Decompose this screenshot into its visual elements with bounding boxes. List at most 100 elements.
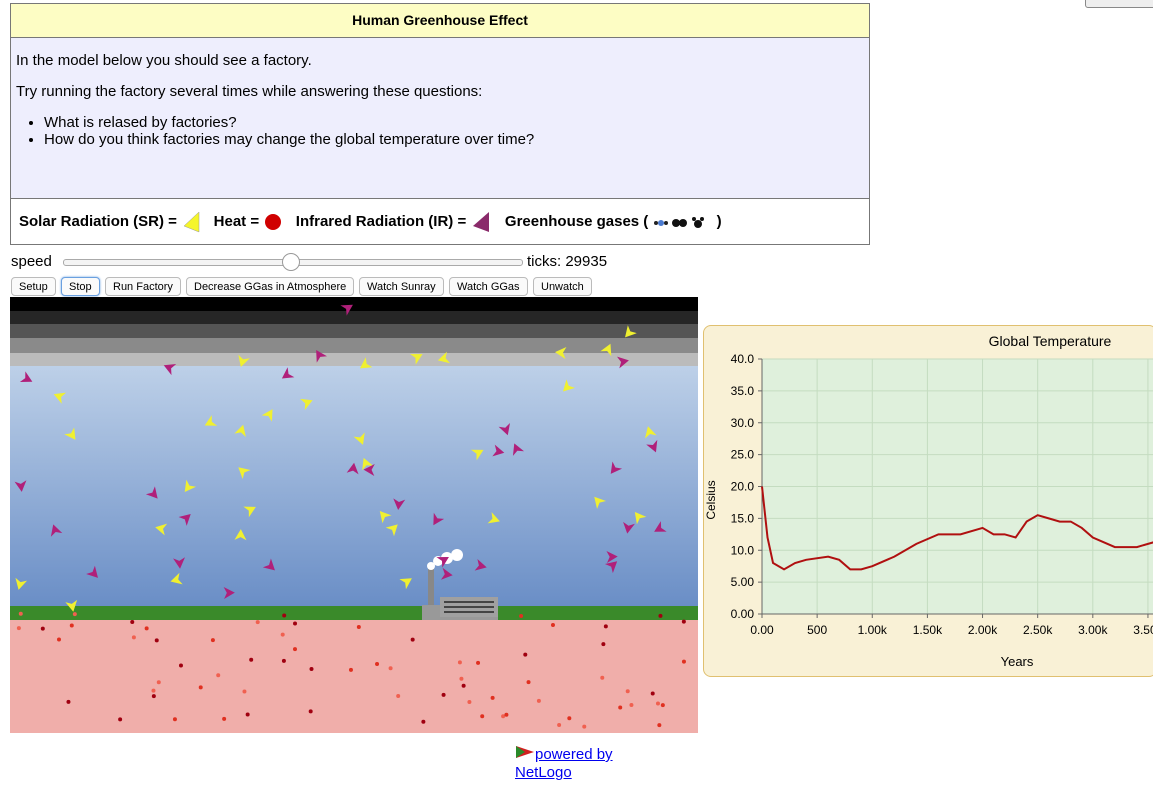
- x-tick-label: 2.50k: [1023, 623, 1053, 637]
- plot-title: Global Temperature: [989, 333, 1112, 349]
- heat: [658, 613, 663, 618]
- heat: [375, 661, 380, 666]
- heat: [457, 660, 462, 665]
- sunray: [554, 347, 567, 360]
- infrared: [606, 551, 618, 564]
- y-tick-label: 15.0: [731, 511, 755, 525]
- y-axis-label: Celsius: [705, 480, 718, 519]
- heat: [603, 624, 608, 629]
- infrared: [50, 524, 63, 537]
- infrared: [646, 439, 658, 453]
- button[interactable]: Unwatch: [533, 277, 592, 296]
- y-tick-label: 20.0: [731, 480, 755, 494]
- heat: [151, 688, 156, 693]
- infrared: [512, 443, 525, 456]
- button[interactable]: Run Factory: [105, 277, 181, 296]
- sunray: [184, 479, 197, 493]
- heat: [601, 642, 606, 647]
- sunray: [53, 392, 67, 404]
- heat: [118, 717, 123, 722]
- sunray: [634, 511, 647, 525]
- legend-label: Solar Radiation (SR) =: [19, 213, 177, 231]
- sunray: [437, 351, 451, 364]
- heat: [144, 626, 149, 631]
- infrared: [163, 364, 177, 376]
- heat: [131, 635, 136, 640]
- heat: [40, 626, 45, 631]
- y-tick-label: 5.00: [731, 575, 755, 589]
- x-tick-label: 1.50k: [913, 623, 943, 637]
- paragraph: In the model below you should see a fact…: [16, 52, 312, 69]
- button[interactable]: Setup: [11, 277, 56, 296]
- world-view: [10, 297, 698, 733]
- sunray: [594, 496, 607, 509]
- sunray: [359, 357, 373, 369]
- legend-label: Infrared Radiation (IR) =: [295, 213, 467, 231]
- sunray: [238, 354, 250, 367]
- heat: [657, 723, 662, 728]
- question: What is relased by factories?: [44, 114, 864, 131]
- atmosphere-band: [10, 353, 698, 366]
- plot: Global Temperature Years Celsius 0.00 500…: [705, 333, 1153, 669]
- sunray: [362, 457, 374, 471]
- heat: [441, 692, 446, 697]
- corner-button[interactable]: [1085, 0, 1153, 8]
- button[interactable]: Stop: [61, 277, 100, 296]
- heat: [156, 680, 161, 685]
- heat: [281, 658, 286, 663]
- infrared: [610, 461, 623, 474]
- legend-label: ): [716, 213, 722, 231]
- heat: [249, 657, 254, 662]
- sunray: [15, 577, 28, 590]
- heat: [490, 695, 495, 700]
- sunray: [645, 426, 657, 439]
- heat: [467, 700, 472, 705]
- heat: [476, 660, 481, 665]
- ground-surface: [10, 606, 698, 620]
- heat: [523, 652, 528, 657]
- heat: [618, 705, 623, 710]
- button[interactable]: Watch Sunray: [359, 277, 444, 296]
- infrared: [474, 558, 487, 571]
- heat: [130, 619, 135, 624]
- heat: [242, 689, 247, 694]
- heat: [567, 716, 572, 721]
- heat: [216, 673, 221, 678]
- heat: [396, 694, 401, 699]
- heat: [629, 703, 634, 708]
- infrared: [433, 512, 445, 526]
- infrared: [436, 556, 449, 568]
- heat: [600, 675, 605, 680]
- sunray: [625, 325, 637, 338]
- infrared: [604, 561, 618, 574]
- heat: [550, 622, 555, 627]
- heat: [655, 701, 660, 706]
- heat: [154, 638, 159, 643]
- sunray: [155, 523, 168, 536]
- button[interactable]: Watch GGas: [449, 277, 528, 296]
- slider-thumb[interactable]: [282, 253, 300, 271]
- ticks-value: 29935: [565, 253, 608, 270]
- heat: [388, 666, 393, 671]
- link[interactable]: NetLogo: [515, 764, 572, 781]
- sunray: [353, 432, 365, 445]
- infrared: [178, 513, 191, 526]
- heat: [282, 613, 287, 618]
- sunray: [170, 572, 183, 585]
- sunray: [487, 512, 500, 524]
- heat: [178, 663, 183, 668]
- infrared: [623, 521, 635, 534]
- y-tick-label: 35.0: [731, 384, 755, 398]
- link[interactable]: powered by: [535, 746, 613, 763]
- heat: [501, 714, 506, 719]
- button[interactable]: Decrease GGas in Atmosphere: [186, 277, 355, 296]
- heat: [151, 694, 156, 699]
- instructions: In the model below you should see a fact…: [11, 38, 869, 199]
- infrared: [498, 422, 510, 436]
- sunray: [261, 409, 273, 422]
- ticks-label: ticks:: [527, 253, 562, 270]
- x-tick-label: 2.00k: [968, 623, 998, 637]
- sunray: [238, 467, 251, 479]
- heat: [210, 638, 215, 643]
